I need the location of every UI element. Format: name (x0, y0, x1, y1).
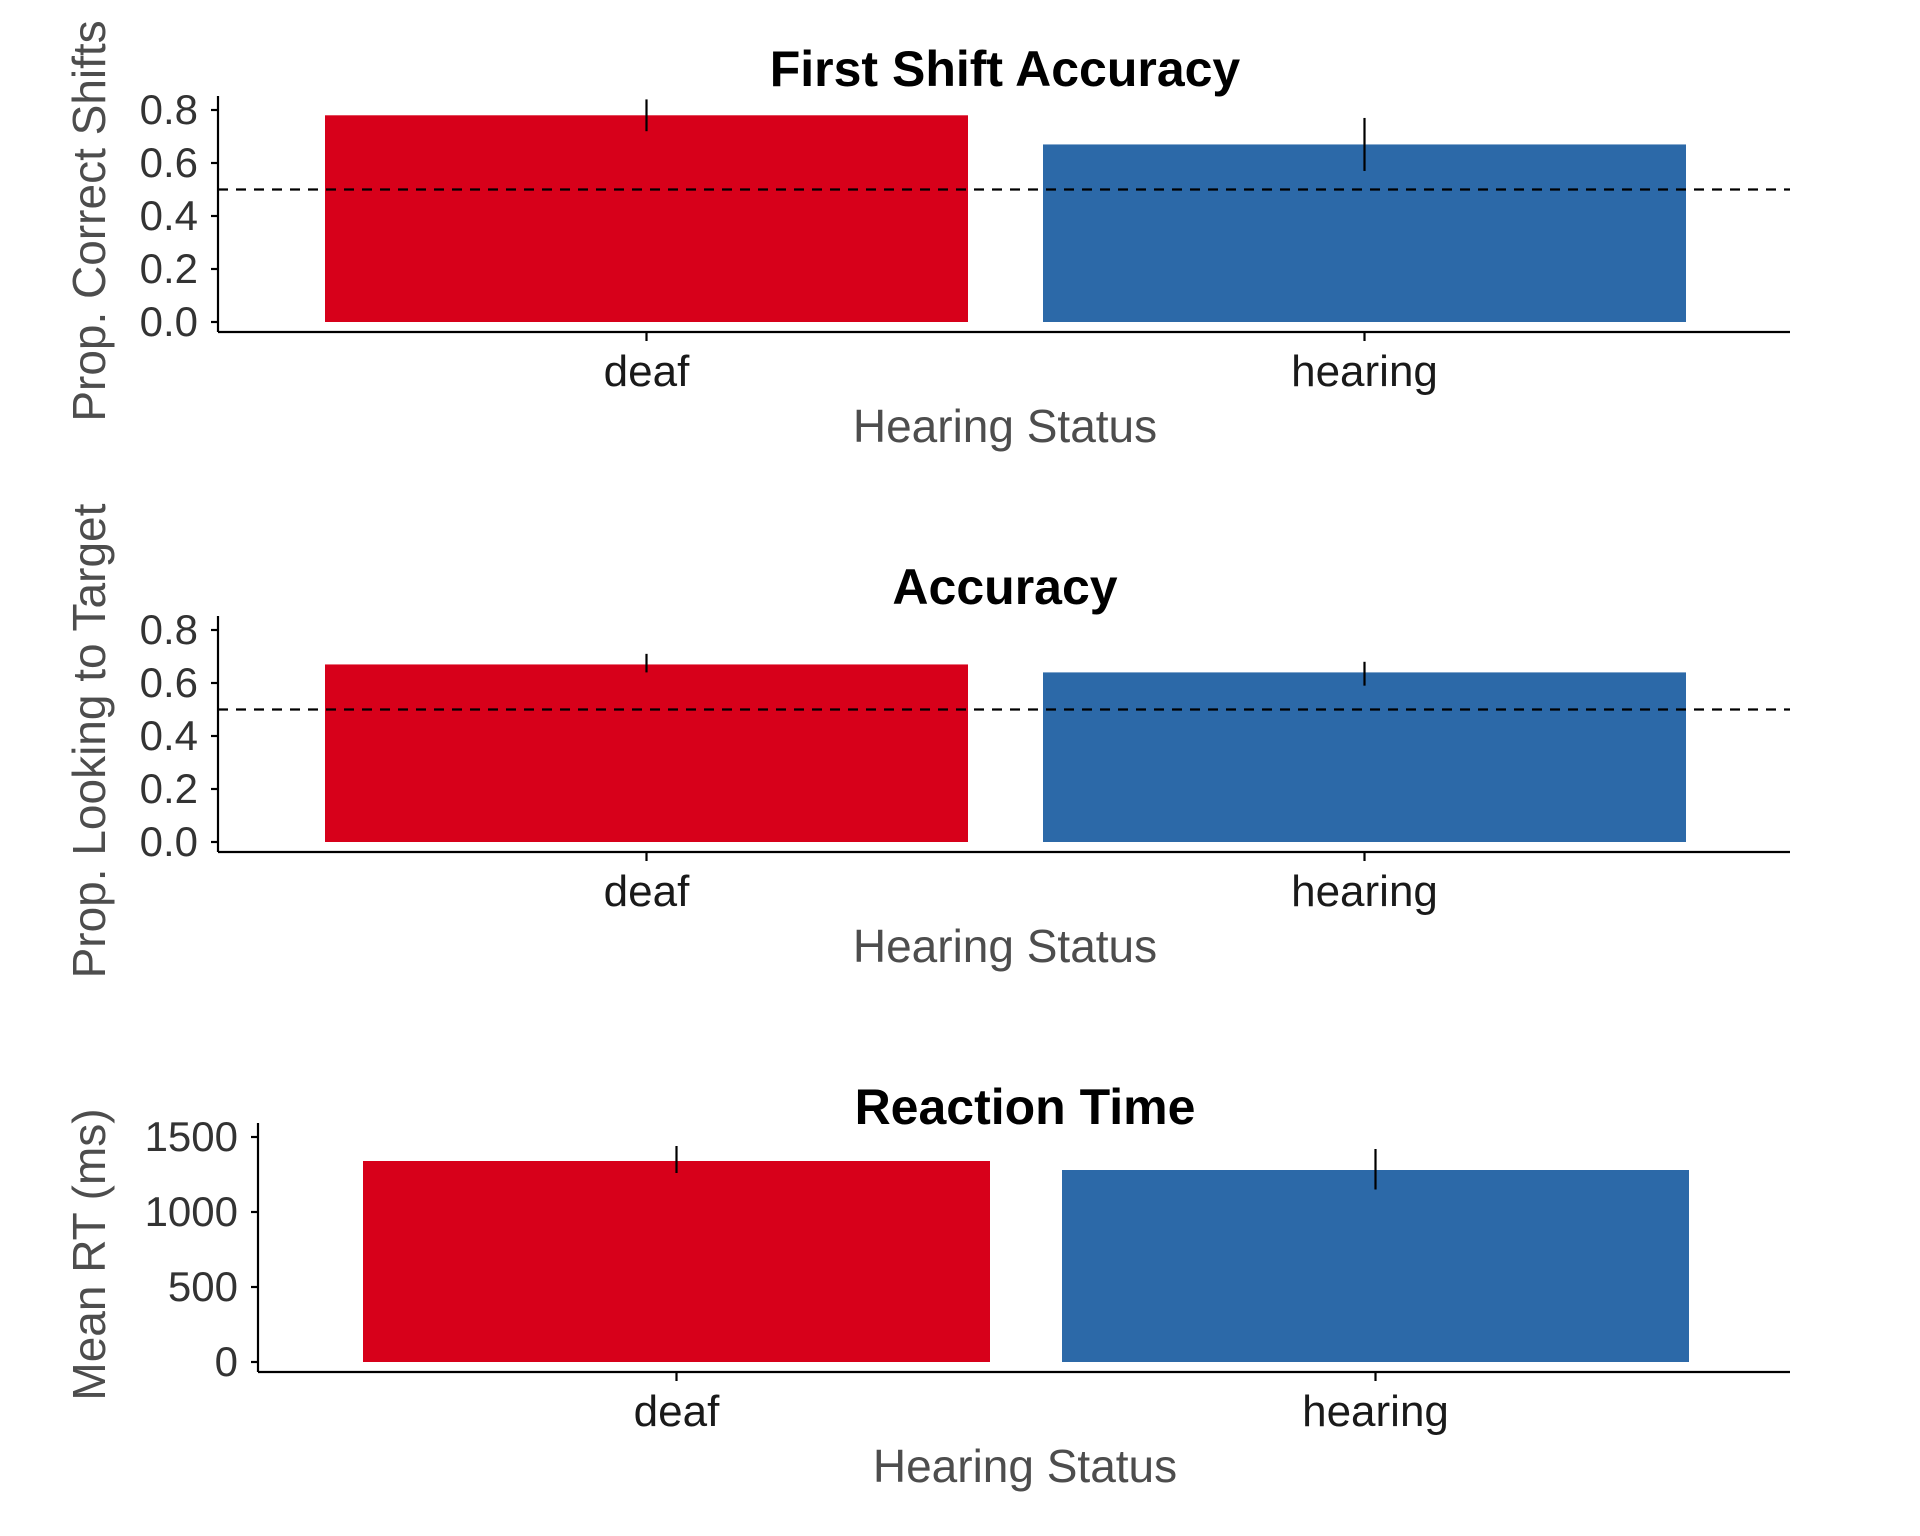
bar-hearing (1043, 672, 1686, 842)
y-tick-label: 0.8 (140, 606, 198, 653)
x-tick-label: hearing (1291, 347, 1438, 396)
x-tick-label: deaf (634, 1387, 720, 1436)
bar-deaf (325, 664, 968, 842)
y-axis-title: Mean RT (ms) (63, 1108, 115, 1400)
chart-title: First Shift Accuracy (770, 41, 1241, 97)
x-axis-title: Hearing Status (873, 1440, 1177, 1492)
x-tick-label: deaf (604, 347, 690, 396)
y-tick-label: 0.2 (140, 765, 198, 812)
y-tick-label: 0.0 (140, 298, 198, 345)
chart-panels: First Shift Accuracy 0.0 0.2 0.4 0.6 0.8 deaf h… (63, 20, 1790, 1492)
y-tick-label: 500 (168, 1263, 238, 1310)
y-tick-label: 0.4 (140, 712, 198, 759)
y-tick-label: 0.6 (140, 659, 198, 706)
y-axis-title: Prop. Correct Shifts (63, 20, 115, 421)
bar-deaf (325, 115, 968, 322)
y-tick-label: 0.0 (140, 818, 198, 865)
panel-3: Reaction Time 0 500 1000 1500 deaf hearing Hear… (63, 1079, 1790, 1492)
y-tick-label: 0.6 (140, 139, 198, 186)
chart-title: Reaction Time (855, 1079, 1196, 1135)
y-tick-label: 1000 (145, 1188, 238, 1235)
y-tick-label: 0.2 (140, 245, 198, 292)
x-tick-label: hearing (1302, 1387, 1449, 1436)
x-axis-title: Hearing Status (853, 400, 1157, 452)
chart-title: Accuracy (892, 559, 1117, 615)
bar-hearing (1043, 144, 1686, 322)
y-tick-label: 1500 (145, 1113, 238, 1160)
y-tick-label: 0 (215, 1338, 238, 1385)
x-tick-label: hearing (1291, 867, 1438, 916)
x-axis-title: Hearing Status (853, 920, 1157, 972)
x-tick-label: deaf (604, 867, 690, 916)
y-axis-title: Prop. Looking to Target (63, 503, 115, 978)
bar-hearing (1062, 1170, 1689, 1362)
y-tick-label: 0.8 (140, 86, 198, 133)
bar-deaf (363, 1161, 990, 1362)
panel-2: Accuracy 0.0 0.2 0.4 0.6 0.8 deaf hearing Hearin… (63, 503, 1790, 978)
panel-1: First Shift Accuracy 0.0 0.2 0.4 0.6 0.8 deaf h… (63, 20, 1790, 452)
y-tick-label: 0.4 (140, 192, 198, 239)
